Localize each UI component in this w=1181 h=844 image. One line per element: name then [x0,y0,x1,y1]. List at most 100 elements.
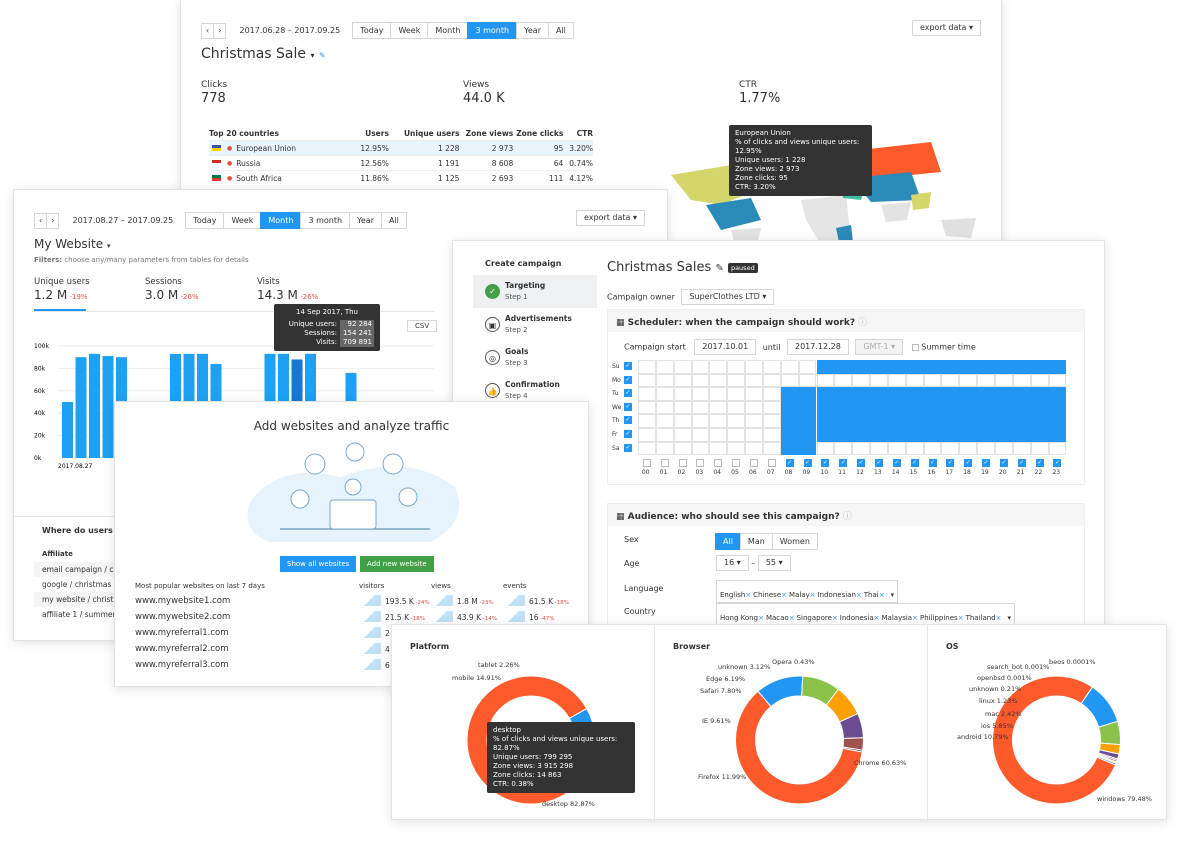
schedule-cell[interactable] [870,441,888,456]
schedule-cell[interactable] [762,441,781,456]
tag[interactable]: Hong Kong× [720,614,764,622]
schedule-cell[interactable] [638,373,656,388]
schedule-cell[interactable] [709,360,728,374]
schedule-cell[interactable] [995,428,1013,442]
table-row[interactable]: ● Russia 12.56% 1 191 8 608 64 0.74% [209,155,593,170]
schedule-cell[interactable] [905,441,924,456]
hour-checkbox[interactable]: ✓ [1035,459,1044,468]
period-week[interactable]: Week [223,212,262,229]
schedule-cell[interactable] [655,414,674,428]
schedule-cell[interactable] [852,441,871,456]
remove-icon[interactable]: × [878,591,885,599]
schedule-cell[interactable] [870,387,888,401]
tag[interactable]: Thai× [864,591,885,599]
hour-checkbox[interactable]: ✓ [892,459,901,468]
hour-checkbox[interactable] [750,459,759,468]
schedule-cell[interactable] [959,441,978,456]
schedule-cell[interactable] [941,428,960,442]
schedule-cell[interactable] [780,414,799,428]
tag[interactable]: English× [720,591,751,599]
schedule-cell[interactable] [995,414,1013,428]
hour-checkbox[interactable] [714,459,723,468]
schedule-cell[interactable] [1012,387,1031,401]
remove-icon[interactable]: × [745,591,752,599]
schedule-cell[interactable] [745,441,763,456]
period-year[interactable]: Year [516,22,549,39]
schedule-cell[interactable] [941,414,960,428]
metric-value[interactable]: 3.0 M -26% [145,288,199,302]
tag[interactable]: Thailand× [966,614,1002,622]
day-checkbox[interactable]: ✓ [624,362,632,370]
remove-icon[interactable]: × [788,614,795,622]
hour-checkbox[interactable]: ✓ [982,459,991,468]
schedule-cell[interactable] [780,387,799,401]
schedule-cell[interactable] [691,428,710,442]
schedule-cell[interactable] [995,441,1013,456]
schedule-cell[interactable] [905,400,924,415]
day-checkbox[interactable]: ✓ [624,375,632,384]
schedule-cell[interactable] [923,414,942,428]
hour-checkbox[interactable] [678,459,687,468]
schedule-cell[interactable] [995,387,1013,401]
schedule-cell[interactable] [887,428,906,442]
schedule-cell[interactable] [941,400,960,415]
schedule-cell[interactable] [1030,387,1049,401]
schedule-cell[interactable] [798,414,817,428]
schedule-cell[interactable] [977,387,995,401]
affiliate-row[interactable]: my website / christ [34,592,116,607]
next-button[interactable]: › [213,22,227,39]
hour-checkbox[interactable]: ✓ [928,459,937,468]
schedule-cell[interactable] [923,387,942,401]
schedule-cell[interactable] [691,360,710,374]
hour-checkbox[interactable]: ✓ [1017,459,1026,468]
day-checkbox[interactable]: ✓ [624,430,632,438]
schedule-cell[interactable] [691,373,710,388]
remove-icon[interactable]: × [873,614,880,622]
schedule-cell[interactable] [816,387,835,401]
schedule-cell[interactable] [798,400,817,415]
hour-checkbox[interactable]: ✓ [785,459,794,468]
schedule-cell[interactable] [638,387,656,401]
affiliate-row[interactable]: email campaign / ch [34,562,116,577]
edit-icon[interactable]: ✎ [318,51,326,60]
schedule-cell[interactable] [887,414,906,428]
schedule-cell[interactable] [638,428,656,442]
sex-option-women[interactable]: Women [771,533,818,550]
schedule-cell[interactable] [941,441,960,456]
schedule-cell[interactable] [941,360,960,374]
website-row[interactable]: www.mywebsite2.com 21.5 K -18% 43.9 K -14%… [135,609,575,625]
period-today[interactable]: Today [185,212,225,229]
schedule-cell[interactable] [923,373,942,388]
schedule-cell[interactable] [816,441,835,456]
schedule-cell[interactable] [655,400,674,415]
show-all-websites-button[interactable]: Show all websites [280,556,357,572]
step-item[interactable]: ◎ Goals Step 3 [473,341,597,374]
timezone-select[interactable]: GMT-1 ▾ [855,339,904,355]
schedule-cell[interactable] [727,428,746,442]
period-month[interactable]: Month [260,212,302,229]
schedule-cell[interactable] [923,441,942,456]
schedule-cell[interactable] [1012,441,1031,456]
schedule-cell[interactable] [673,441,692,456]
schedule-cell[interactable] [762,414,781,428]
schedule-cell[interactable] [959,428,978,442]
period-selector[interactable]: Today Week Month 3 month Year All [185,212,407,229]
schedule-cell[interactable] [834,387,853,401]
schedule-cell[interactable] [709,414,728,428]
schedule-cell[interactable] [1048,414,1067,428]
period-today[interactable]: Today [352,22,392,39]
age-from-select[interactable]: 16 ▾ [716,555,749,571]
schedule-cell[interactable] [816,400,835,415]
affiliate-row[interactable]: affiliate 1 / summer [42,610,116,619]
schedule-cell[interactable] [727,360,746,374]
schedule-cell[interactable] [673,400,692,415]
remove-icon[interactable]: × [809,591,816,599]
schedule-cell[interactable] [977,400,995,415]
hour-checkbox[interactable]: ✓ [839,459,848,468]
schedule-cell[interactable] [780,400,799,415]
schedule-cell[interactable] [977,414,995,428]
edit-icon[interactable]: ✎ [715,263,724,274]
day-checkbox[interactable]: ✓ [624,389,632,398]
step-item[interactable]: ▣ Advertisements Step 2 [473,308,597,341]
schedule-cell[interactable] [905,360,924,374]
